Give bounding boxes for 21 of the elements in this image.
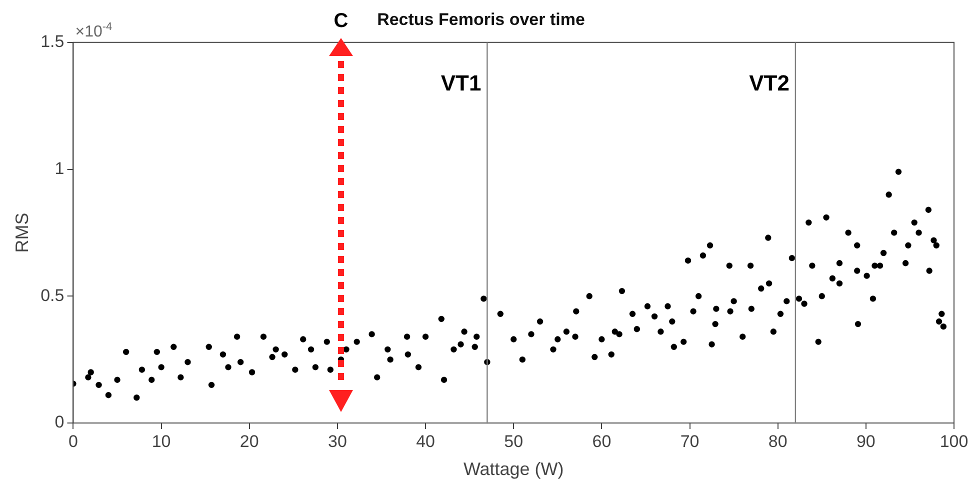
x-axis-title: Wattage (W) bbox=[463, 459, 564, 480]
x-tick-label: 50 bbox=[504, 432, 524, 451]
x-tick-label: 10 bbox=[152, 432, 171, 451]
y-tick-label: 0.5 bbox=[40, 286, 64, 305]
x-tick-label: 60 bbox=[592, 432, 612, 451]
x-tick-label: 80 bbox=[768, 432, 788, 451]
chart-title: Rectus Femoris over time bbox=[377, 10, 585, 29]
y-tick-label: 0 bbox=[54, 412, 64, 432]
y-axis-title: RMS bbox=[12, 212, 32, 253]
x-tick-label: 30 bbox=[328, 432, 347, 451]
x-tick-label: 0 bbox=[68, 432, 78, 451]
x-tick-label: 100 bbox=[940, 432, 968, 451]
x-tick-label: 40 bbox=[416, 432, 435, 451]
text: C bbox=[334, 10, 348, 32]
y-tick-label: 1 bbox=[54, 158, 64, 178]
x-tick-label: 90 bbox=[856, 432, 876, 451]
x-tick-label: 70 bbox=[680, 432, 700, 451]
ref-line-label: VT2 bbox=[749, 70, 790, 96]
y-tick-label: 1.5 bbox=[40, 32, 64, 52]
x-tick-label: 20 bbox=[240, 432, 259, 451]
ref-line-label: VT1 bbox=[440, 70, 482, 96]
